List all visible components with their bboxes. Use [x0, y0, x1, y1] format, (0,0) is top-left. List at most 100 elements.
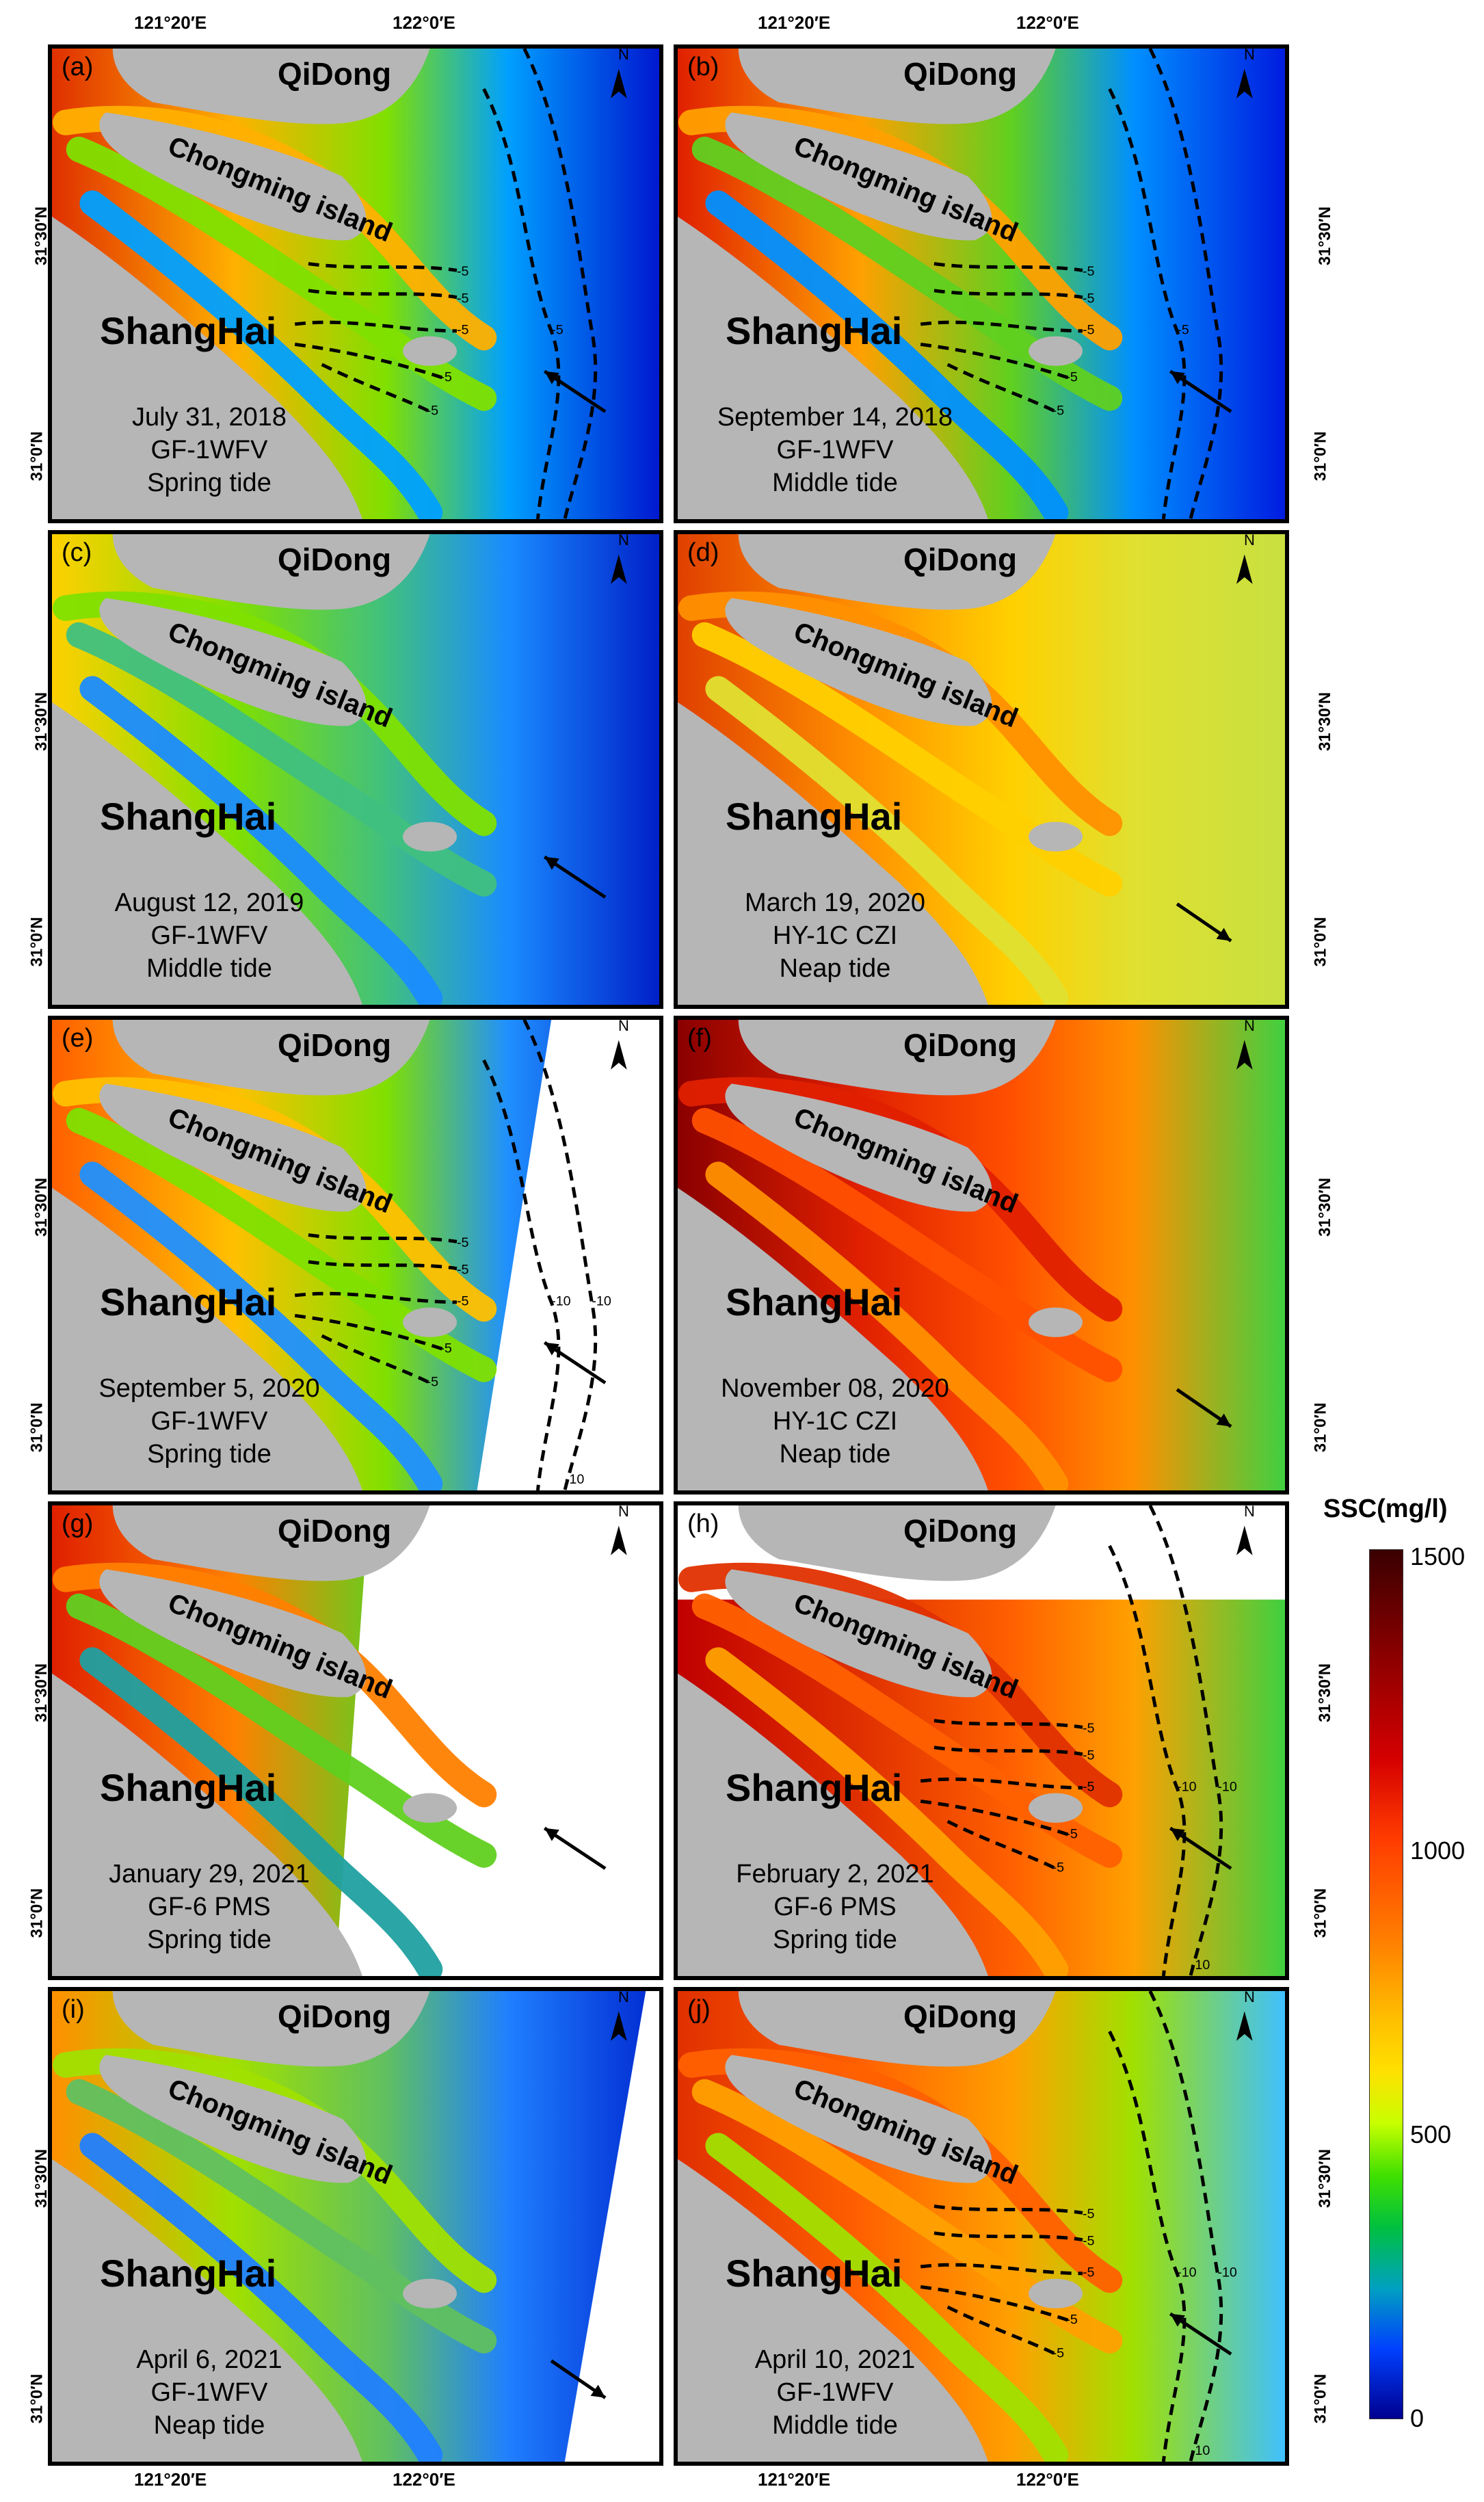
estuary-channel — [691, 1107, 1123, 1382]
chongming-island — [725, 598, 992, 726]
map-panel-c: (c) N QiDong Chongming island ShangHai August… — [48, 530, 663, 1009]
lon-tick-bottom-1: 121°20′E — [134, 2469, 207, 2490]
flow-arrow-head — [1216, 1413, 1232, 1427]
chongming-island — [99, 598, 367, 726]
acquisition-date: September 5, 2020 — [98, 1374, 320, 1403]
map-panel-f: (f) N QiDong Chongming island ShangHai Novemb… — [674, 1016, 1289, 1494]
legend-tick-500: 500 — [1410, 2120, 1452, 2148]
channel-island — [1029, 821, 1083, 852]
channel-island — [403, 1307, 457, 1337]
place-label-shanghai: ShangHai — [726, 1766, 903, 1809]
place-label-shanghai: ShangHai — [726, 795, 903, 838]
qidong-land — [112, 1020, 430, 1096]
isobath-contour — [1108, 88, 1187, 519]
isobath-contour — [294, 1291, 458, 1304]
isobath-contour — [933, 262, 1083, 272]
lat-tick-label: 31°30′N — [32, 206, 51, 266]
place-label-shanghai: ShangHai — [100, 795, 277, 838]
chongming-island — [725, 2055, 992, 2183]
map-panel-e: -5 -5 -5 -5 -5 -10 -10 -10 (e) N QiDong Chongming i… — [48, 1016, 663, 1494]
contour-label: -5 — [1083, 264, 1095, 279]
isobath-contour — [308, 1260, 458, 1271]
place-label-shanghai: ShangHai — [100, 1766, 277, 1809]
sensor-name: GF-1WFV — [150, 436, 268, 464]
north-label: N — [618, 1988, 629, 2005]
north-arrow-icon — [610, 1040, 627, 1070]
sensor-name: GF-1WFV — [150, 921, 268, 950]
ssc-map-b: -5 -5 -5 -5 -5 -5 — [678, 49, 1285, 519]
lat-tick-label: 31°30′N — [32, 692, 51, 752]
north-label: N — [1244, 1017, 1255, 1034]
estuary-channel — [79, 1161, 443, 1490]
place-label-qidong: QiDong — [903, 1027, 1018, 1063]
contour-label: -5 — [440, 370, 452, 385]
map-panel-j: -5 -5 -5 -5 -5 -10 -10 -10 (j) N QiDong Chongming i… — [674, 1987, 1289, 2466]
lat-tick-label: 31°30′N — [1316, 2148, 1335, 2209]
lat-tick-label: 31°0′N — [27, 431, 47, 482]
flow-arrow-head — [1216, 927, 1232, 941]
place-label-qidong: QiDong — [278, 1513, 392, 1549]
lat-tick-label: 31°0′N — [27, 1402, 47, 1453]
contour-label: -5 — [1177, 323, 1189, 338]
lat-tick-label: 31°30′N — [32, 2148, 51, 2209]
north-arrow-icon — [1236, 1040, 1253, 1070]
estuary-channel — [691, 622, 1123, 897]
flow-arrow-head — [544, 1342, 559, 1356]
panel-label: (j) — [687, 1995, 711, 2024]
flow-arrow-head — [1170, 371, 1185, 384]
acquisition-date: November 08, 2020 — [721, 1374, 949, 1403]
place-label-qidong: QiDong — [278, 56, 392, 92]
shanghai-land — [678, 702, 988, 1005]
estuary-channel — [66, 1107, 497, 1382]
flow-arrow-head — [1170, 2313, 1185, 2327]
place-label-qidong: QiDong — [903, 1513, 1018, 1549]
chongming-island — [725, 112, 992, 241]
map-panel-b: -5 -5 -5 -5 -5 -5 (b) N QiDong Chongming island Sh… — [674, 44, 1289, 523]
lat-tick-label: 31°30′N — [1316, 206, 1335, 266]
channel-island — [403, 2278, 457, 2308]
chongming-island — [725, 1083, 992, 1212]
shanghai-land — [678, 1673, 988, 1976]
acquisition-date: January 29, 2021 — [109, 1860, 310, 1888]
contour-label: -10 — [1177, 2265, 1197, 2280]
isobath-contour — [294, 320, 458, 333]
north-arrow-icon — [1236, 554, 1253, 584]
isobath-contour — [920, 2263, 1083, 2276]
qidong-land — [738, 1991, 1056, 2067]
isobath-contour — [920, 343, 1070, 380]
qidong-land — [738, 49, 1056, 124]
channel-island — [403, 336, 457, 366]
legend-title: SSC(mg/l) — [1323, 1494, 1448, 1523]
estuary-channel — [79, 676, 443, 1005]
isobath-contour — [933, 2204, 1083, 2215]
shanghai-land — [678, 2159, 988, 2462]
tide-condition: Spring tide — [147, 469, 271, 497]
contour-label: -5 — [1052, 404, 1065, 419]
chongming-island — [725, 1569, 992, 1698]
contour-label: -5 — [1083, 1780, 1095, 1795]
ssc-map-c — [52, 534, 659, 1005]
contour-label: -5 — [1052, 2346, 1065, 2361]
shanghai-land — [52, 702, 362, 1005]
contour-label: -5 — [1083, 1721, 1095, 1736]
north-arrow-icon — [610, 68, 627, 98]
isobath-contour — [482, 1059, 561, 1490]
isobath-contour — [1108, 1544, 1187, 1976]
north-label: N — [1244, 1503, 1255, 1520]
map-panel-d: (d) N QiDong Chongming island ShangHai March … — [674, 530, 1289, 1009]
panel-label: (g) — [62, 1510, 94, 1538]
contour-label: -10 — [1217, 1780, 1237, 1795]
panel-label: (e) — [62, 1024, 94, 1053]
place-label-shanghai: ShangHai — [100, 1280, 277, 1324]
contour-label: -5 — [457, 264, 469, 279]
isobath-contour — [946, 363, 1057, 413]
flow-arrow-head — [544, 371, 559, 384]
chongming-island — [99, 112, 367, 241]
place-label-shanghai: ShangHai — [726, 1280, 903, 1324]
ssc-map-j: -5 -5 -5 -5 -5 -10 -10 -10 — [678, 1991, 1285, 2462]
lat-tick-label: 31°30′N — [1316, 1663, 1335, 1723]
sensor-name: HY-1C CZI — [772, 1407, 898, 1436]
isobath-contour — [920, 1800, 1070, 1836]
ssc-map-g — [52, 1505, 659, 1976]
tide-condition: Spring tide — [773, 1925, 897, 1954]
